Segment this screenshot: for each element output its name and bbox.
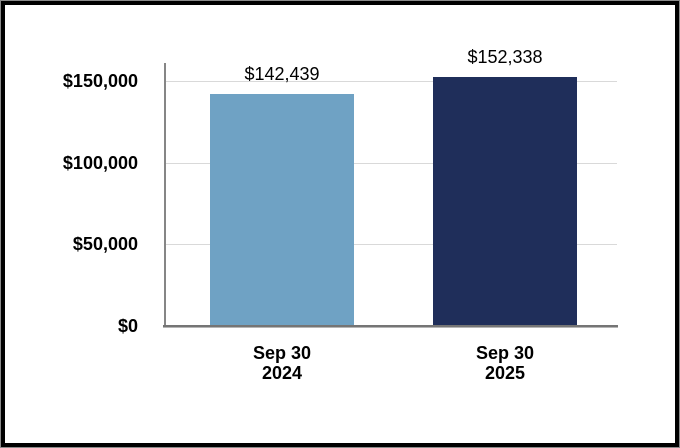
x-label-sep30-2024: Sep 30 2024 <box>170 343 394 383</box>
gridline-150000 <box>166 81 617 83</box>
y-tick-0: $0 <box>117 316 138 336</box>
bar-sep30-2025 <box>433 77 577 326</box>
x-label-line2: 2025 <box>484 363 526 383</box>
bar-sep30-2024 <box>210 93 354 326</box>
x-label-line2: 2024 <box>261 363 303 383</box>
x-label-line1: Sep 30 <box>475 343 535 363</box>
y-tick-100000: $100,000 <box>62 152 138 173</box>
gridline-50000 <box>166 244 617 246</box>
gridline-100000 <box>166 162 617 164</box>
y-axis-line <box>164 63 166 327</box>
y-tick-50000: $50,000 <box>72 234 138 255</box>
x-label-line1: Sep 30 <box>252 343 312 363</box>
value-label-sep30-2025: $152,338 <box>467 47 543 68</box>
x-label-sep30-2025: Sep 30 2025 <box>393 343 617 383</box>
x-axis-line <box>163 325 618 328</box>
value-label-sep30-2024: $142,439 <box>244 63 320 84</box>
y-tick-150000: $150,000 <box>62 71 138 92</box>
